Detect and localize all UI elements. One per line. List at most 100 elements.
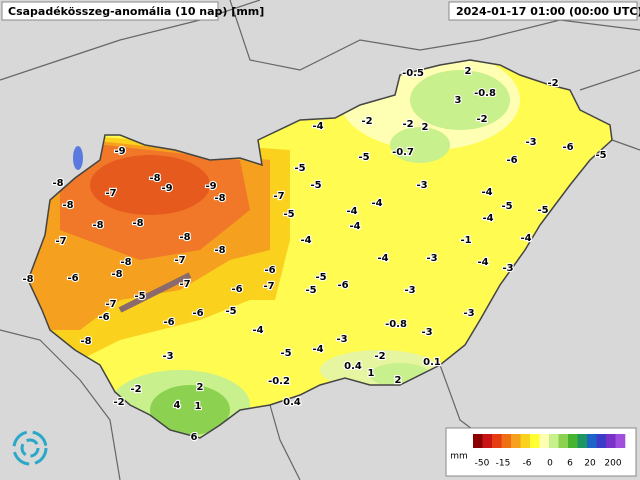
map-label: -8 xyxy=(92,220,103,231)
map-label: -9 xyxy=(114,146,125,157)
map-label: -7 xyxy=(55,236,66,247)
map-label: -4 xyxy=(482,213,493,224)
map-label: -6 xyxy=(67,273,78,284)
map-label: -6 xyxy=(264,265,275,276)
lake xyxy=(118,272,192,313)
map-label: -8 xyxy=(214,193,225,204)
map-label: -4 xyxy=(477,257,488,268)
legend-swatch xyxy=(473,434,483,448)
map-label: -4 xyxy=(520,233,531,244)
map-label: -9 xyxy=(161,183,172,194)
map-label: -6 xyxy=(562,142,573,153)
logo xyxy=(12,430,48,466)
map-label: -5 xyxy=(283,209,294,220)
map-label: -6 xyxy=(163,317,174,328)
map-label: -2 xyxy=(130,384,141,395)
legend-swatch xyxy=(587,434,597,448)
map-label: -4 xyxy=(312,344,323,355)
legend-swatch xyxy=(568,434,578,448)
legend-tick-label: -50 xyxy=(475,459,490,469)
time-box xyxy=(448,1,638,21)
legend-swatch xyxy=(520,434,531,448)
map-label: -5 xyxy=(315,272,326,283)
map-label: 0.1 xyxy=(423,357,441,368)
map-label: -8 xyxy=(179,232,190,243)
timestamp: 2024-01-17 01:00 (00:00 UTC) xyxy=(456,5,640,18)
map-label: 2 xyxy=(197,382,204,393)
map-label: -4 xyxy=(312,121,323,132)
title: Csapadékösszeg-anomália (10 nap) [mm] xyxy=(8,5,264,18)
map-label: -5 xyxy=(134,291,145,302)
legend-swatch xyxy=(558,434,569,448)
map-label: -8 xyxy=(132,218,143,229)
map-label: -8 xyxy=(52,178,63,189)
legend-tick-label: 6 xyxy=(567,459,573,469)
map-label: 0.4 xyxy=(283,397,301,408)
map-label: -6 xyxy=(337,280,348,291)
map-label: -3 xyxy=(502,263,513,274)
legend-tick-label: -15 xyxy=(496,459,511,469)
map-label: -6 xyxy=(506,155,517,166)
legend-swatch xyxy=(549,434,559,448)
map-label: -3 xyxy=(426,253,437,264)
map-label: -4 xyxy=(300,235,311,246)
legend-swatch xyxy=(539,434,550,448)
map-label: -0.2 xyxy=(268,376,290,387)
title-box xyxy=(1,1,219,21)
map-label: -6 xyxy=(231,284,242,295)
legend-tick-label: 200 xyxy=(604,459,621,469)
legend: -50 -15 -6 0 6 20 200 xyxy=(473,434,626,469)
map-label: 6 xyxy=(191,432,198,443)
map-label: 1 xyxy=(195,401,202,412)
legend-unit: mm xyxy=(450,452,468,462)
map-label: 0.4 xyxy=(344,361,362,372)
map-label: -3 xyxy=(463,308,474,319)
map-label: -5 xyxy=(358,152,369,163)
map-label: -7 xyxy=(179,279,190,290)
map-label: -5 xyxy=(310,180,321,191)
map-label: -6 xyxy=(98,312,109,323)
map-label: -8 xyxy=(80,336,91,347)
map-label: -4 xyxy=(481,187,492,198)
legend-tick-label: 20 xyxy=(584,459,596,469)
legend-swatch xyxy=(577,434,588,448)
map-label: -3 xyxy=(336,334,347,345)
map-label: -9 xyxy=(205,181,216,192)
legend-swatch xyxy=(596,434,607,448)
map-label: -4 xyxy=(346,206,357,217)
map-label: -8 xyxy=(214,245,225,256)
map-label: 1 xyxy=(368,368,375,379)
legend-swatch xyxy=(492,434,502,448)
map-label: -1 xyxy=(460,235,471,246)
map-label: -3 xyxy=(162,351,173,362)
map-label: -8 xyxy=(22,274,33,285)
map-label: -4 xyxy=(377,253,388,264)
legend-swatch xyxy=(482,434,493,448)
lake xyxy=(73,146,83,170)
legend-swatch xyxy=(606,434,616,448)
map-label: -2 xyxy=(361,116,372,127)
map-label: 2 xyxy=(422,122,429,133)
legend-swatch xyxy=(511,434,521,448)
map-label: 3 xyxy=(455,95,462,106)
map-label: -7 xyxy=(174,255,185,266)
map-label: -4 xyxy=(252,325,263,336)
map-label: -7 xyxy=(273,191,284,202)
legend-swatch xyxy=(615,434,626,448)
map-label: -2 xyxy=(374,351,385,362)
map-label: -7 xyxy=(105,299,116,310)
map-label: -5 xyxy=(537,205,548,216)
map-label: -0.5 xyxy=(402,68,424,79)
map-label: -5 xyxy=(225,306,236,317)
map-label: -2 xyxy=(476,114,487,125)
map-label: -4 xyxy=(349,221,360,232)
map-label: -5 xyxy=(294,163,305,174)
legend-tick-label: -6 xyxy=(523,459,532,469)
map-label: -5 xyxy=(595,150,606,161)
map-label: -6 xyxy=(192,308,203,319)
map-label: -5 xyxy=(501,201,512,212)
map-labels: -0.5 23-0.8-2-2 -2 2-2-4-3 -6-5-5 -0.7-6-5-9-… xyxy=(21,65,607,444)
map-label: -3 xyxy=(404,285,415,296)
